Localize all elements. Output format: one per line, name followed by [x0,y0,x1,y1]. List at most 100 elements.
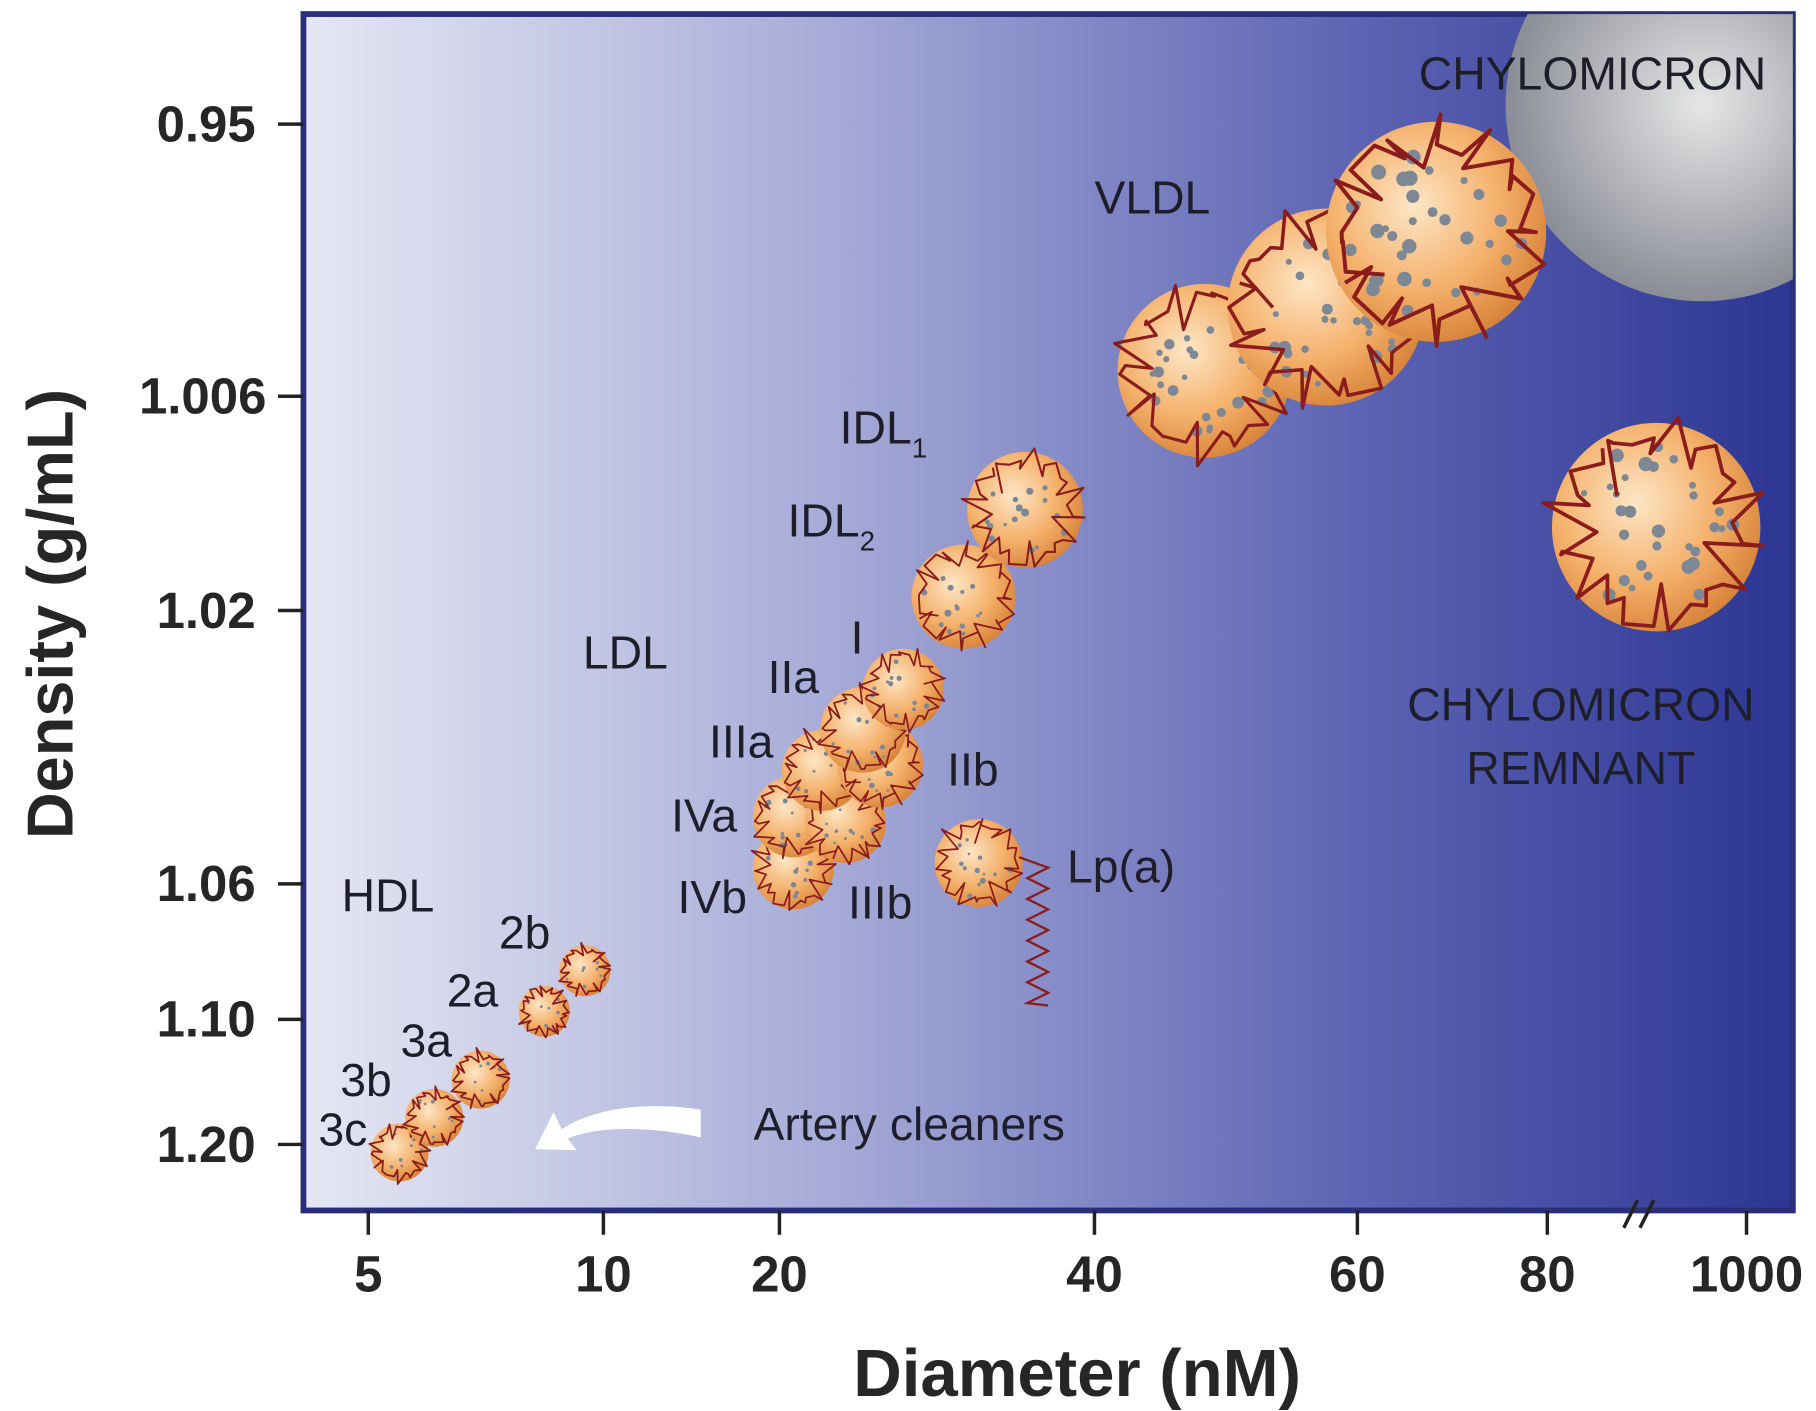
particle-dot [780,835,785,840]
particle-dot [556,1011,559,1014]
particle-dot [830,764,833,767]
particle-dot [1689,491,1697,499]
particle-dot [825,822,828,825]
y-tick-label: 1.20 [157,1116,256,1173]
y-tick-label: 1.10 [157,991,256,1048]
particle-dot [833,842,836,845]
particle-dot [957,843,961,847]
particle-dot [1026,488,1033,495]
particle-dot [1371,165,1386,180]
particle-dot [868,778,871,781]
particle-dot [1388,338,1395,345]
particle-dot [963,866,967,870]
label-text: IDL [840,402,912,454]
particle-dot [410,1144,413,1147]
label: 2b [499,907,551,959]
particle-dot [1206,427,1212,433]
particle-dot [1397,272,1411,286]
particle-dot [431,1100,435,1104]
particle-dot [1709,522,1719,532]
particle-dot [860,835,864,839]
particle-dot [924,703,929,708]
particle-dot [1296,271,1305,280]
x-tick-label: 1000 [1690,1246,1803,1303]
particle-dot [1486,240,1494,248]
particle-dot [947,629,952,634]
particle-dot [1315,381,1321,387]
particle-dot [978,856,982,860]
label-text: IDL [788,494,860,546]
particle-dot [965,838,968,841]
particle-dot [803,878,807,882]
particle-dot [846,750,850,754]
particle-dot [1186,346,1193,353]
particle-dot [1202,413,1211,422]
particle-dot [975,868,980,873]
particle-dot [1330,317,1337,324]
x-axis-title: Diameter (nM) [853,1336,1301,1411]
particle-dot [880,745,885,750]
particle-dot [1156,350,1162,356]
particle-dot [1428,207,1438,217]
label: IIb [947,743,999,795]
particle-dot [1406,190,1419,203]
particle-dot [813,770,816,773]
particle-dot [1043,498,1048,503]
particle-dot [1301,345,1309,353]
particle-dot [1322,304,1333,315]
particle-dot [1622,474,1629,481]
particle-dot [968,853,971,856]
particle-dot [1644,572,1653,581]
particle-dot [959,861,964,866]
particle-dot [1473,189,1484,200]
particle-dot [596,968,599,971]
label: I [851,611,864,663]
particle-dot [849,829,853,833]
x-tick-label: 5 [354,1246,382,1303]
y-axis [278,124,303,1144]
particle-dot [875,789,878,792]
x-tick-label: 80 [1519,1246,1576,1303]
label: Lp(a) [1067,841,1175,893]
particle-dot [582,966,585,969]
particle-dot [1273,311,1279,317]
particle-dot [804,789,808,793]
particle-dot [1168,385,1179,396]
y-tick-label: 1.02 [157,582,256,639]
particle-dot [960,590,964,594]
particle-dot [781,832,784,835]
particle-dot [479,1065,482,1068]
particle-dot [1652,541,1661,550]
label-subscript: 1 [912,433,927,464]
particle-dot [1648,461,1659,472]
particle-dot [1163,356,1169,362]
particle-dot [886,789,889,792]
particle-dot [1451,288,1460,297]
particle-dot [896,676,901,681]
y-axis-title: Density (g/mL) [14,389,87,839]
particle-dot [1402,171,1417,186]
particle-dot [596,961,599,964]
particle-dot [400,1165,403,1168]
particle-dot [783,799,788,804]
label: IVb [678,871,748,923]
particle-dot [1501,255,1512,266]
particle-dot [912,701,917,706]
particle-dot [791,811,794,814]
particle-dot [481,1089,484,1092]
x-tick-label: 10 [575,1246,632,1303]
particle-dot [1182,374,1188,380]
particle-dot [1652,524,1665,537]
particle-dot [983,873,986,876]
particle-dot [1021,509,1029,517]
particle-dot [993,872,997,876]
particle-dot [804,749,807,752]
particle-dot [1616,505,1627,516]
particle-dot [824,833,828,837]
particle-dot [1353,317,1361,325]
particle-dot [955,606,960,611]
particle-dot [766,856,771,861]
label: Artery cleaners [753,1098,1064,1150]
particle-dot [1439,214,1450,225]
label: LDL [583,626,668,678]
